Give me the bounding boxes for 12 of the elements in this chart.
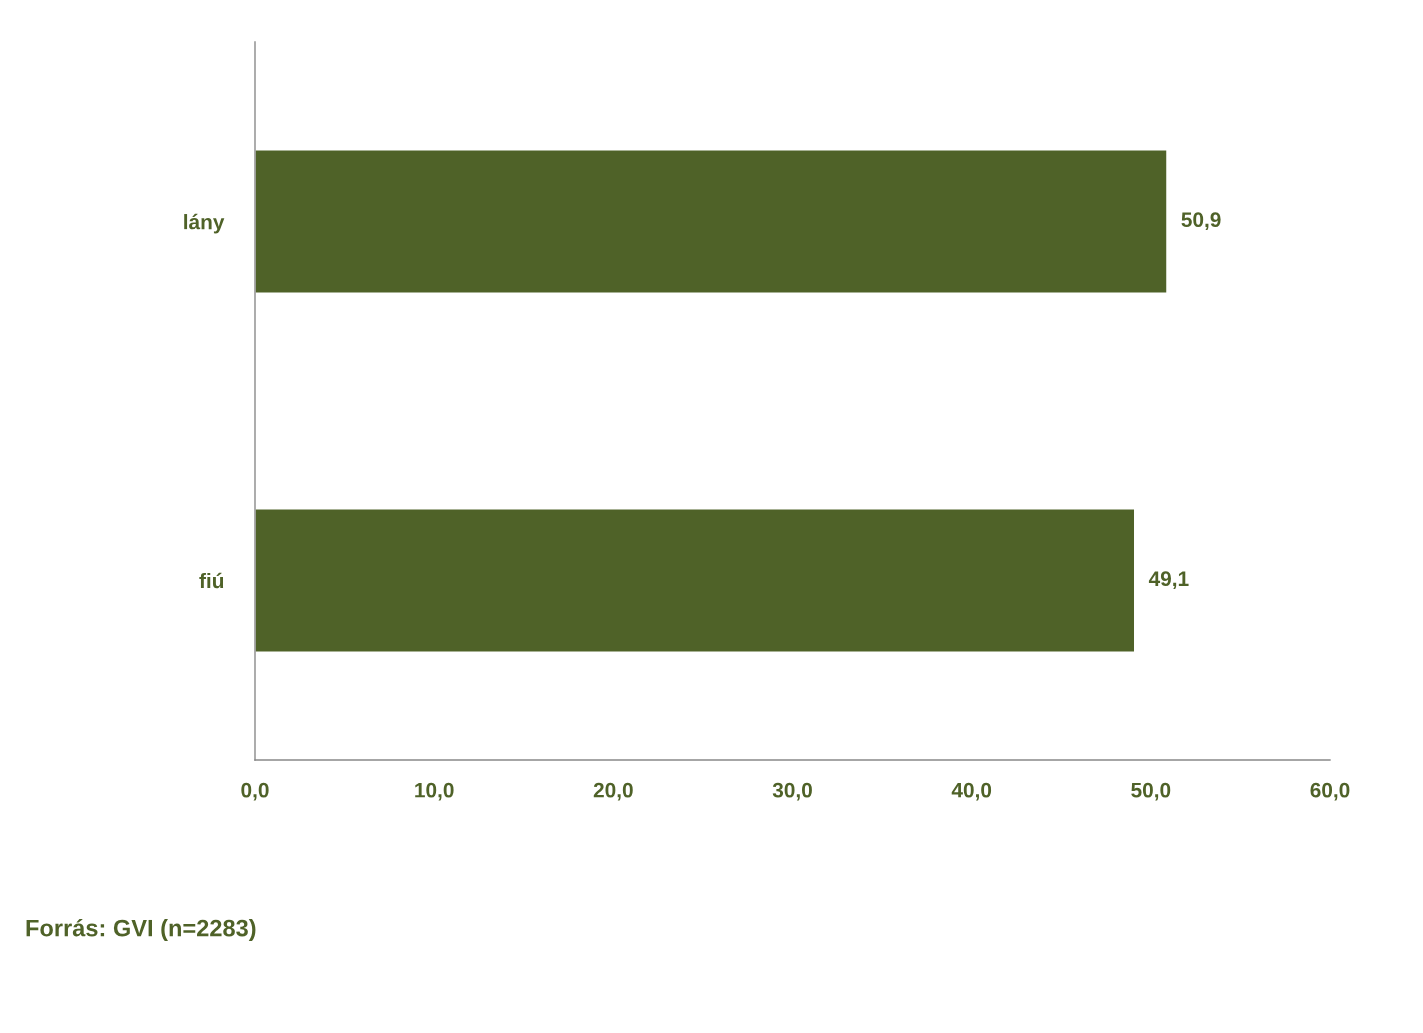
x-tick-label: 10,0 <box>415 782 454 801</box>
x-tick-label: 50,0 <box>1131 782 1171 801</box>
text: Forrás: GVI (n=2283) <box>26 918 256 942</box>
x-tick-label: 20,0 <box>593 782 633 801</box>
x-tick-label: 0,0 <box>241 782 269 801</box>
x-tick-label: 60,0 <box>1310 782 1350 801</box>
y-tick-label: lány <box>184 213 225 234</box>
x-tick-label: 30,0 <box>772 782 812 801</box>
y-tick-label: fiú <box>199 572 224 589</box>
data-label: 50,9 <box>1181 212 1221 231</box>
data-label: 49,1 <box>1148 571 1189 590</box>
x-tick-label: 40,0 <box>951 782 992 801</box>
